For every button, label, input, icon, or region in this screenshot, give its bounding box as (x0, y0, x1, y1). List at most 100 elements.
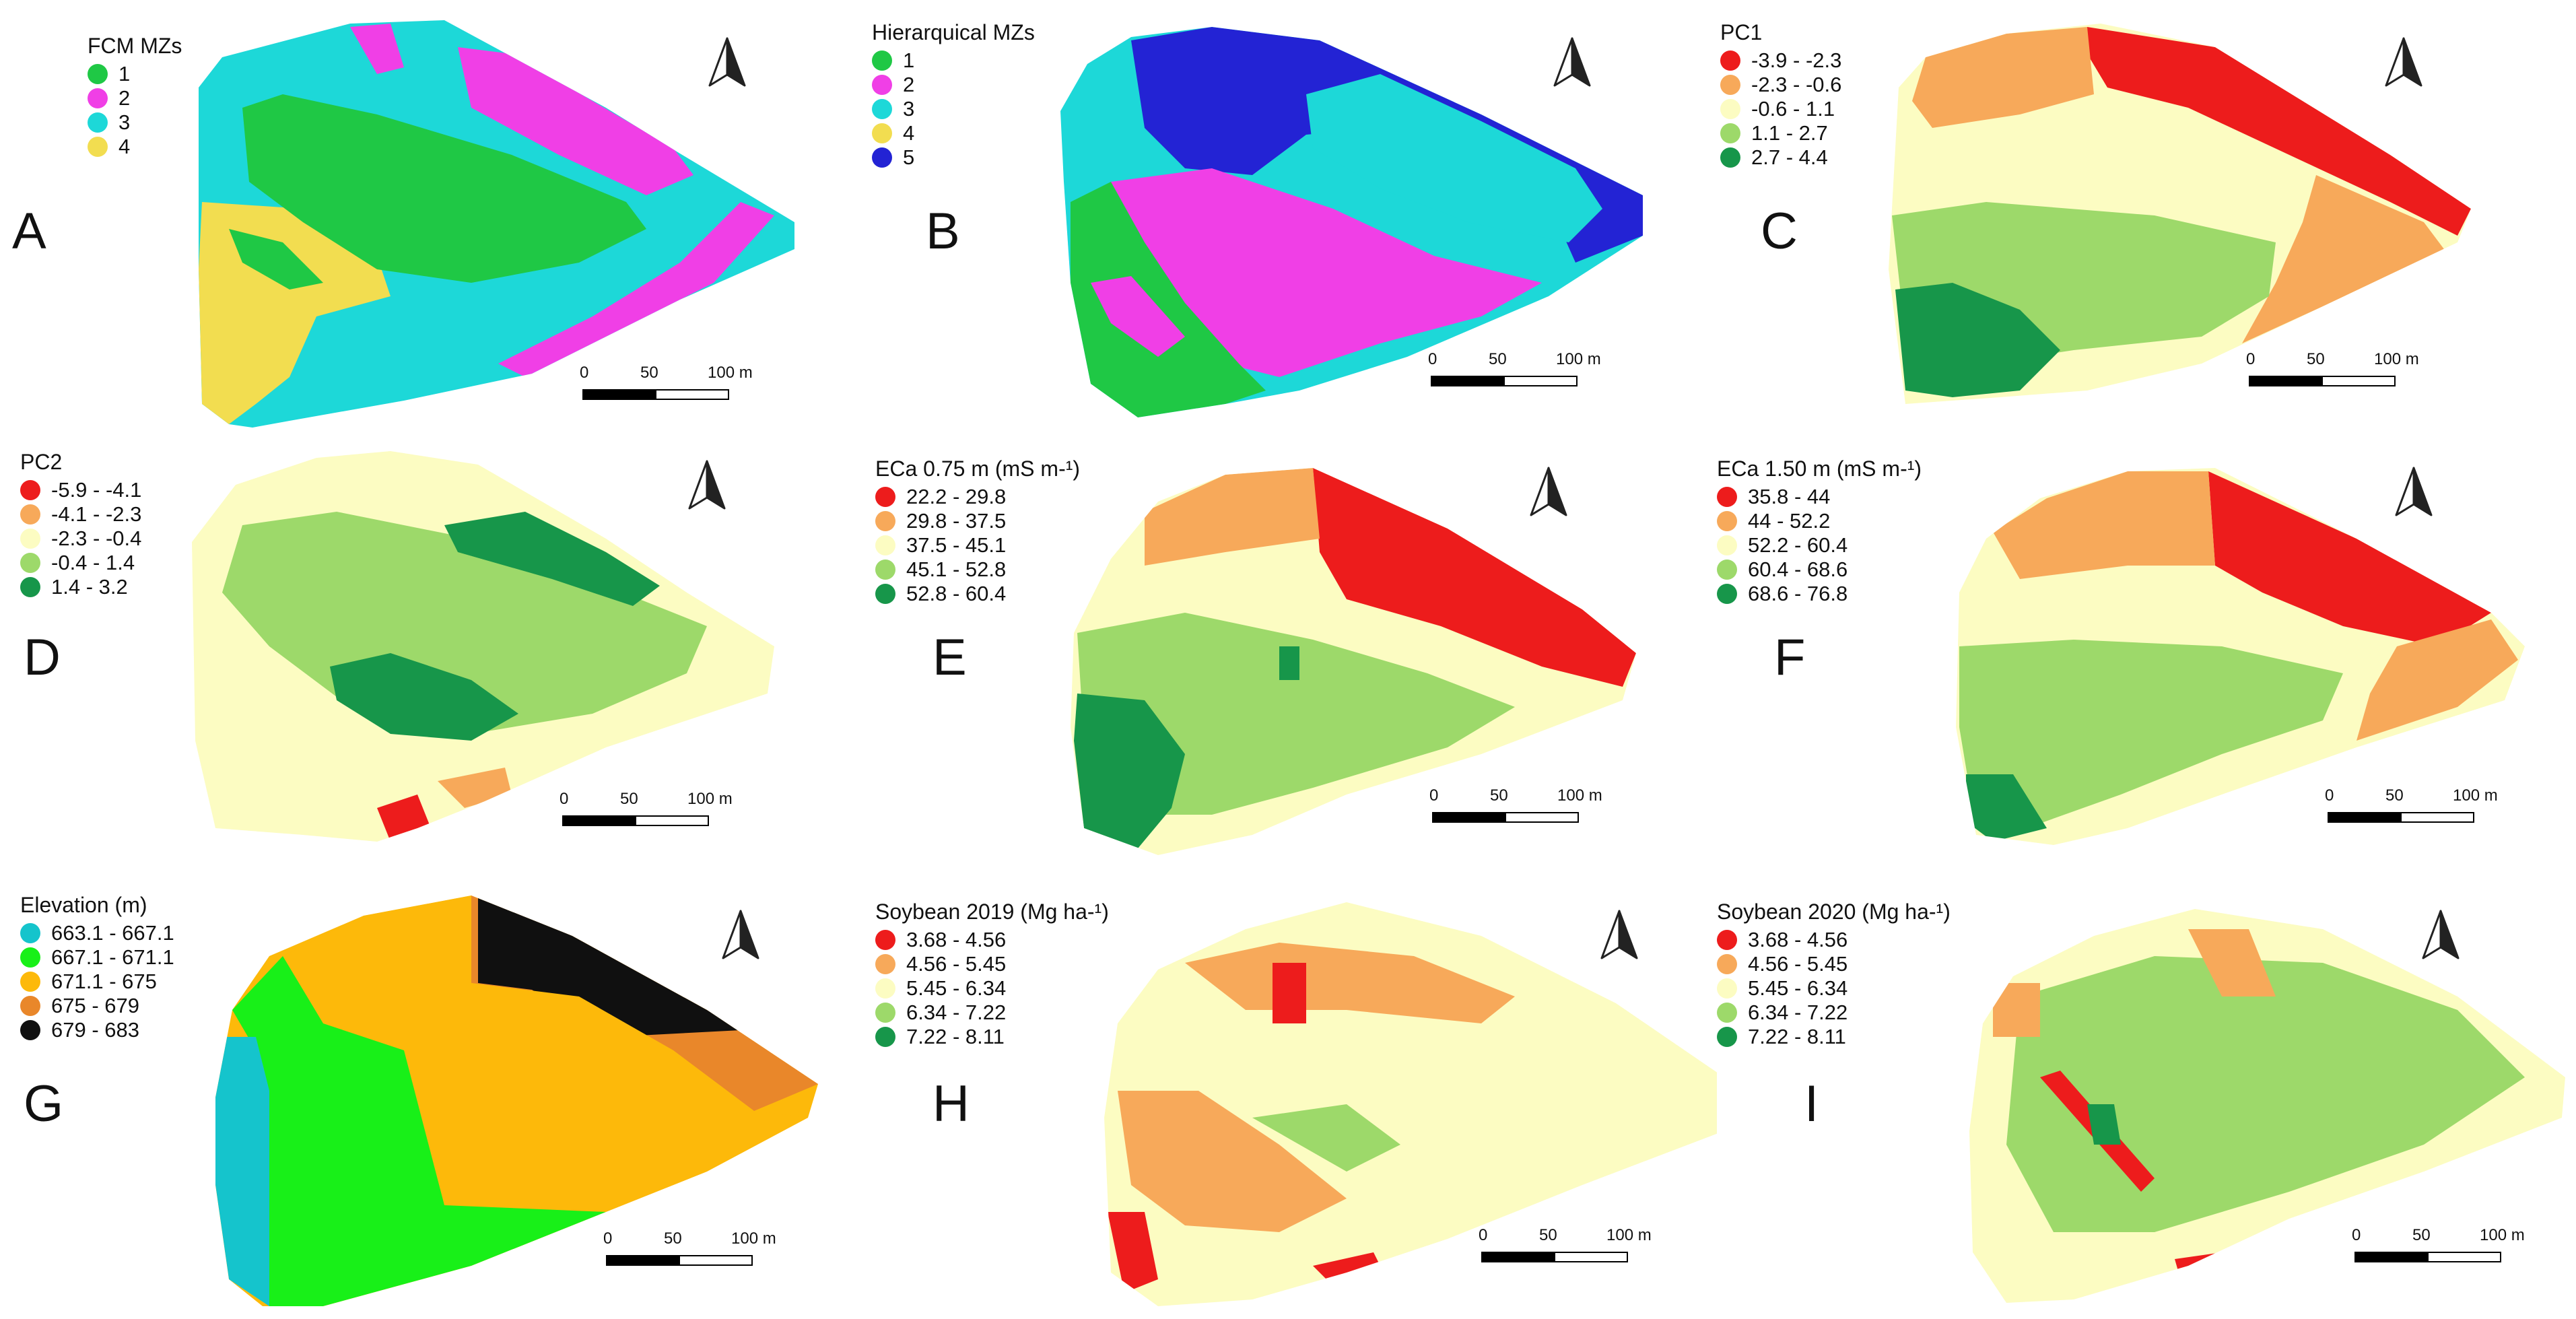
zone-class-5 (444, 512, 660, 606)
zone-class-5 (330, 653, 518, 741)
scale-bar-black (1481, 1252, 1555, 1262)
legend-item: 6.34 - 7.22 (875, 1001, 1109, 1025)
legend-label: -2.3 - -0.6 (1751, 73, 1842, 96)
legend-label: 52.8 - 60.4 (906, 582, 1007, 605)
legend-swatch (1717, 487, 1737, 507)
legend: Elevation (m) 663.1 - 667.1 667.1 - 671.1 6… (20, 893, 174, 1042)
zone-class-4 (1077, 613, 1515, 815)
panel-letter: D (24, 629, 61, 686)
legend-swatch (1720, 147, 1740, 168)
field-map (1969, 909, 2565, 1303)
legend-swatch (1717, 954, 1737, 974)
legend-item: 4 (872, 121, 1035, 145)
panel-letter: E (933, 629, 967, 686)
legend-item: -0.6 - 1.1 (1720, 97, 1841, 121)
scale-tick-label: 0 (2352, 1226, 2361, 1244)
zone-class-5 (1966, 774, 2047, 842)
legend-label: 60.4 - 68.6 (1748, 557, 1848, 581)
zone-class-1 (1273, 963, 1306, 1023)
legend-swatch (1720, 50, 1740, 71)
legend-label: 4 (903, 121, 915, 145)
legend-item: 60.4 - 68.6 (1717, 557, 1922, 582)
legend-item: -0.4 - 1.4 (20, 551, 141, 575)
zone-class-2 (1111, 168, 1542, 377)
legend-item: 6.34 - 7.22 (1717, 1001, 1951, 1025)
scale-bar-white (2427, 1252, 2501, 1262)
legend-swatch (20, 480, 40, 500)
legend-item: 37.5 - 45.1 (875, 533, 1080, 557)
legend-label: 3.68 - 4.56 (906, 928, 1007, 951)
legend-title: ECa 0.75 m (mS m-¹) (875, 456, 1081, 481)
field-map (1060, 27, 1643, 417)
zone-class-2 (2242, 175, 2444, 343)
legend-item: 45.1 - 52.8 (875, 557, 1080, 582)
legend-title: PC2 (20, 450, 63, 474)
legend-swatch (875, 560, 895, 580)
field-map (1889, 24, 2471, 404)
legend-title: Soybean 2019 (Mg ha-¹) (875, 900, 1109, 924)
legend-swatch (872, 99, 892, 119)
legend-label: 667.1 - 671.1 (51, 945, 174, 969)
legend-swatch (875, 584, 895, 604)
panel-letter: C (1761, 203, 1798, 260)
field-map (1956, 468, 2525, 845)
panel-letter: H (933, 1075, 970, 1132)
zone-class-2 (458, 47, 693, 195)
scale-bar: 0 50 100 m (580, 364, 753, 411)
legend-label: 5.45 - 6.34 (1748, 976, 1848, 1000)
scale-bar-white (655, 389, 729, 400)
legend-item: 667.1 - 671.1 (20, 945, 174, 970)
legend-swatch (875, 487, 895, 507)
legend-item: -5.9 - -4.1 (20, 478, 141, 502)
map-panel-f: ECa 1.50 m (mS m-¹) 35.8 - 44 44 - 52.2 52.… (1717, 440, 2575, 879)
north-arrow-icon (722, 910, 759, 959)
panel-letter: F (1774, 629, 1806, 686)
field-map (1104, 902, 1717, 1306)
legend-label: 3.68 - 4.56 (1748, 928, 1848, 951)
legend-swatch (20, 996, 40, 1016)
legend-swatch (1717, 1027, 1737, 1047)
legend-label: 6.34 - 7.22 (906, 1001, 1007, 1024)
legend-item: 679 - 683 (20, 1018, 174, 1042)
zone-class-1 (2087, 27, 2471, 236)
legend-item: 671.1 - 675 (20, 970, 174, 994)
north-arrow-icon (1553, 37, 1591, 87)
zone-class-2 (1912, 27, 2094, 128)
legend-swatch (88, 88, 108, 108)
legend-item: -3.9 - -2.3 (1720, 48, 1841, 73)
legend: FCM MZs 1 2 3 4 (88, 34, 182, 159)
legend-label: 679 - 683 (51, 1018, 139, 1042)
scale-tick-label: 0 (1429, 786, 1439, 805)
zone-class-3 (283, 895, 808, 1212)
zone-class-2 (1993, 471, 2215, 579)
field-map (192, 451, 774, 842)
scale-bar: 0 50 100 m (2246, 350, 2419, 397)
legend-item: 29.8 - 37.5 (875, 509, 1080, 533)
legend-swatch (1720, 75, 1740, 95)
legend-label: 6.34 - 7.22 (1748, 1001, 1848, 1024)
legend-swatch (88, 64, 108, 84)
map-panel-c: PC1 -3.9 - -2.3 -2.3 - -0.6 -0.6 - 1.1 1.1 -… (1717, 0, 2575, 440)
legend-label: 4.56 - 5.45 (1748, 952, 1848, 976)
legend-swatch (1717, 930, 1737, 950)
legend-item: 5.45 - 6.34 (875, 976, 1109, 1001)
zone-class-1 (229, 229, 323, 290)
scale-tick-label: 50 (640, 364, 658, 382)
legend-label: 29.8 - 37.5 (906, 509, 1007, 533)
legend-swatch (20, 1020, 40, 1040)
legend-label: 3 (118, 110, 131, 134)
legend-item: 3.68 - 4.56 (1717, 928, 1951, 952)
legend-item: 3.68 - 4.56 (875, 928, 1109, 952)
zone-class-2 (1145, 468, 1320, 566)
zone-class-5 (2087, 1104, 2121, 1145)
scale-tick-label: 50 (2307, 350, 2325, 368)
legend-item: -2.3 - -0.6 (1720, 73, 1841, 97)
zone-class-1 (1108, 1212, 1158, 1293)
legend-item: 5.45 - 6.34 (1717, 976, 1951, 1001)
north-arrow-icon (2422, 910, 2460, 959)
legend-item: 663.1 - 667.1 (20, 921, 174, 945)
scale-bar-black (2249, 376, 2323, 386)
scale-bar-black (2354, 1252, 2429, 1262)
north-arrow-icon (1530, 467, 1567, 516)
legend-label: 22.2 - 29.8 (906, 485, 1007, 508)
